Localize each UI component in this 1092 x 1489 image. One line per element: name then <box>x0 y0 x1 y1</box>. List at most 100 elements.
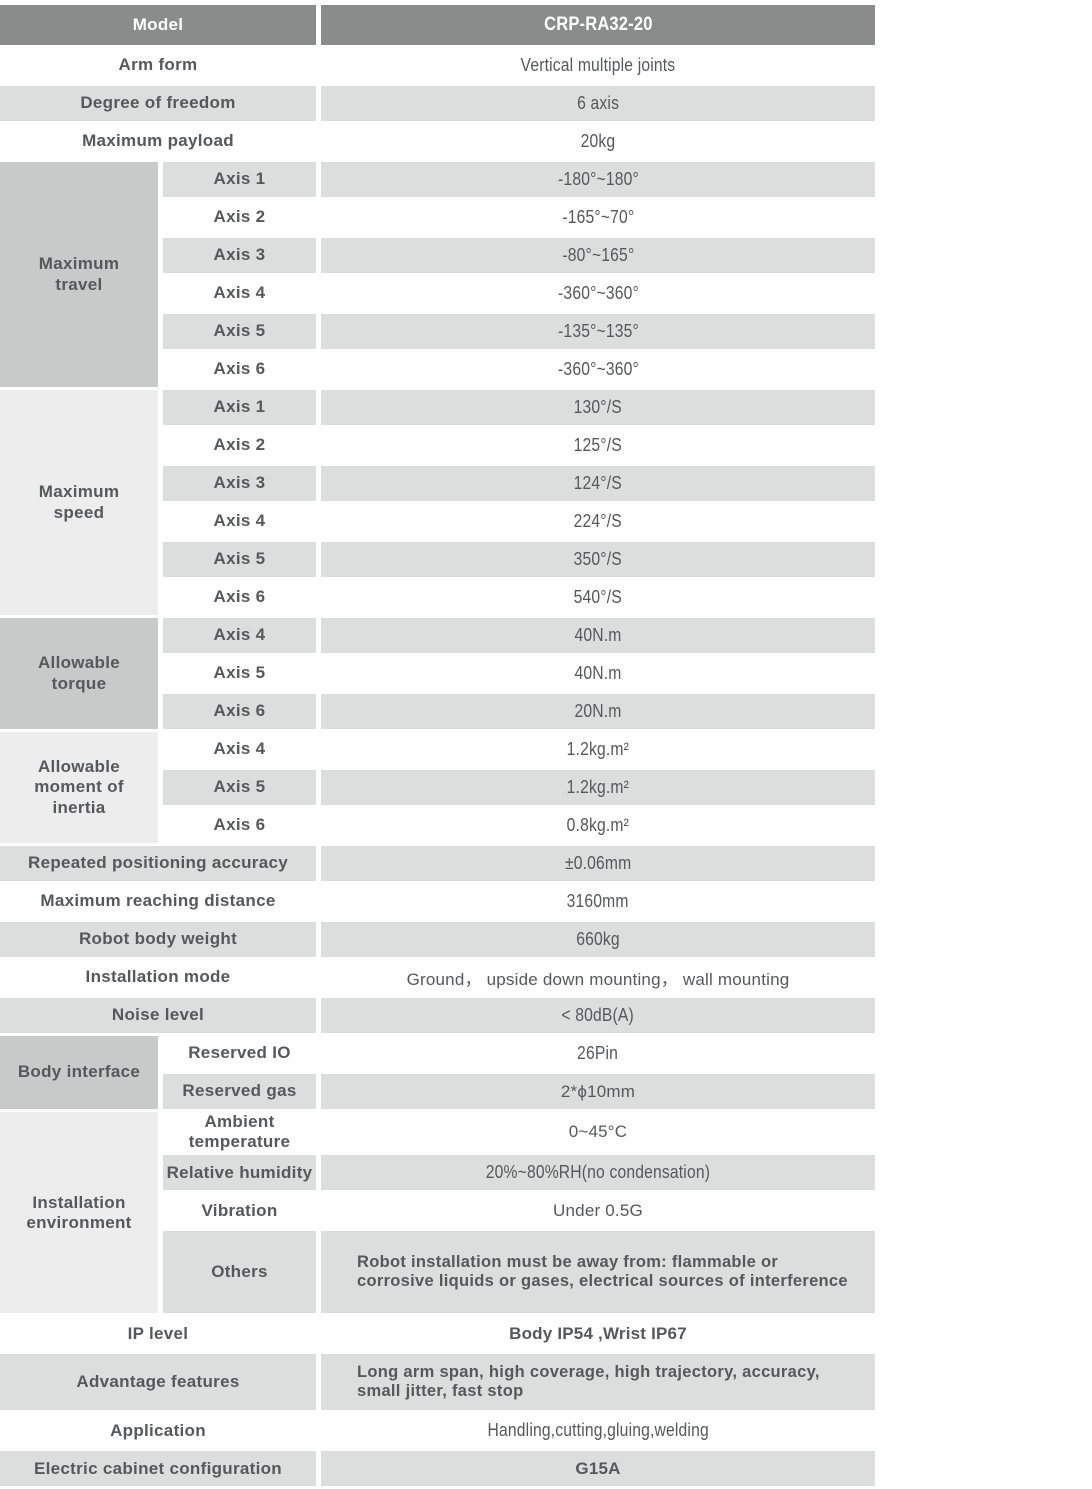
travel-axis-6-label: Axis 6 <box>163 352 316 387</box>
inertia-axis-4-label: Axis 4 <box>163 732 316 767</box>
speed-axis-3-label: Axis 3 <box>163 466 316 501</box>
vibration-label: Vibration <box>163 1193 316 1229</box>
ip-level-value: Body IP54 ,Wrist IP67 <box>321 1316 875 1352</box>
maximum-payload-value: 20kg <box>321 124 875 159</box>
speed-axis-2-value: 125°/S <box>321 428 875 463</box>
row-advantage-features: Advantage features Long arm span, high c… <box>0 1354 875 1411</box>
inertia-axis-6-value: 0.8kg.m² <box>321 808 875 843</box>
reserved-io-label-text: Reserved IO <box>188 1043 291 1063</box>
row-travel-axis-6: Axis 6 -360°~360° <box>0 352 875 387</box>
inertia-axis-4-value-text: 1.2kg.m² <box>566 739 630 759</box>
row-robot-body-weight: Robot body weight 660kg <box>0 922 875 957</box>
model-header-cell: Model <box>0 5 316 45</box>
travel-axis-6-label-text: Axis 6 <box>213 359 266 379</box>
noise-level-value-text: < 80dB(A) <box>561 1005 635 1025</box>
speed-axis-4-label-text: Axis 4 <box>213 511 266 531</box>
arm-form-label: Arm form <box>0 48 316 83</box>
torque-axis-5-value: 40N.m <box>321 656 875 691</box>
arm-form-value-text: Vertical multiple joints <box>520 55 676 75</box>
row-torque-axis-5: Axis 5 40N.m <box>0 656 875 691</box>
reserved-gas-label: Reserved gas <box>163 1074 316 1109</box>
electric-cabinet-configuration-label-text: Electric cabinet configuration <box>34 1458 282 1478</box>
travel-axis-1-value: -180°~180° <box>321 162 875 197</box>
application-value: Handling,cutting,gluing,welding <box>321 1413 875 1449</box>
robot-body-weight-value-text: 660kg <box>576 929 620 949</box>
torque-axis-5-label-text: Axis 5 <box>213 663 266 683</box>
model-value-text: CRP-RA32-20 <box>543 14 653 35</box>
ip-level-label-text: IP level <box>127 1323 189 1343</box>
row-inertia-axis-6: Axis 6 0.8kg.m² <box>0 808 875 843</box>
installation-mode-label-text: Installation mode <box>85 967 231 987</box>
travel-axis-4-label-text: Axis 4 <box>213 283 266 303</box>
installation-mode-value-text: Ground， upside down mounting， wall mount… <box>406 970 790 989</box>
ambient-temperature-value-text: 0~45°C <box>568 1122 628 1142</box>
travel-axis-5-label: Axis 5 <box>163 314 316 349</box>
travel-axis-5-label-text: Axis 5 <box>213 321 266 341</box>
travel-axis-4-label: Axis 4 <box>163 276 316 311</box>
robot-body-weight-label-text: Robot body weight <box>78 929 238 949</box>
application-label: Application <box>0 1413 316 1449</box>
maximum-reaching-distance-label: Maximum reaching distance <box>0 884 316 919</box>
row-torque-axis-4: Allowable torque Axis 4 40N.m <box>0 618 875 729</box>
robot-body-weight-value: 660kg <box>321 922 875 957</box>
speed-axis-5-value-text: 350°/S <box>573 549 623 569</box>
row-vibration: Vibration Under 0.5G <box>0 1193 875 1229</box>
row-speed-axis-4: Axis 4 224°/S <box>0 504 875 539</box>
travel-axis-3-value-text: -80°~165° <box>561 245 634 265</box>
advantage-features-value-text: Long arm span, high coverage, high traje… <box>357 1362 820 1401</box>
noise-level-value: < 80dB(A) <box>321 998 875 1033</box>
row-arm-form: Arm form Vertical multiple joints <box>0 48 875 83</box>
speed-axis-3-label-text: Axis 3 <box>213 473 266 493</box>
row-degree-of-freedom: Degree of freedom 6 axis <box>0 86 875 121</box>
travel-axis-1-value-text: -180°~180° <box>557 169 639 189</box>
inertia-axis-5-value: 1.2kg.m² <box>321 770 875 805</box>
maximum-payload-label-text: Maximum payload <box>82 131 234 151</box>
installation-environment-group-cell: Installation environment <box>0 1112 158 1314</box>
speed-axis-4-label: Axis 4 <box>163 504 316 539</box>
allowable-torque-group-text: Allowable torque <box>37 653 121 693</box>
vibration-label-text: Vibration <box>201 1200 278 1220</box>
row-inertia-axis-5: Axis 5 1.2kg.m² <box>0 770 875 805</box>
row-repeated-positioning-accuracy: Repeated positioning accuracy ±0.06mm <box>0 846 875 881</box>
inertia-axis-5-label-text: Axis 5 <box>213 777 266 797</box>
row-speed-axis-3: Axis 3 124°/S <box>0 466 875 501</box>
degree-of-freedom-label: Degree of freedom <box>0 86 316 121</box>
travel-axis-2-value-text: -165°~70° <box>561 207 634 227</box>
others-value: Robot installation must be away from: fl… <box>321 1231 875 1314</box>
travel-axis-5-value-text: -135°~135° <box>557 321 639 341</box>
arm-form-value: Vertical multiple joints <box>321 48 875 83</box>
inertia-axis-4-value: 1.2kg.m² <box>321 732 875 767</box>
speed-axis-2-label-text: Axis 2 <box>213 435 266 455</box>
allowable-moment-of-inertia-group-text: Allowable moment of inertia <box>34 757 124 817</box>
inertia-axis-6-value-text: 0.8kg.m² <box>566 815 630 835</box>
torque-axis-6-value: 20N.m <box>321 694 875 729</box>
row-maximum-reaching-distance: Maximum reaching distance 3160mm <box>0 884 875 919</box>
torque-axis-6-label-text: Axis 6 <box>213 701 266 721</box>
ambient-temperature-value: 0~45°C <box>321 1112 875 1153</box>
advantage-features-label: Advantage features <box>0 1354 316 1411</box>
maximum-speed-group-cell: Maximum speed <box>0 390 158 615</box>
relative-humidity-value-text: 20%~80%RH(no condensation) <box>485 1162 711 1183</box>
travel-axis-1-label-text: Axis 1 <box>213 169 266 189</box>
torque-axis-6-label: Axis 6 <box>163 694 316 729</box>
reserved-io-value: 26Pin <box>321 1036 875 1071</box>
reserved-gas-value: 2*ϕ10mm <box>321 1074 875 1109</box>
row-travel-axis-4: Axis 4 -360°~360° <box>0 276 875 311</box>
travel-axis-2-label: Axis 2 <box>163 200 316 235</box>
reserved-io-label: Reserved IO <box>163 1036 316 1071</box>
speed-axis-5-label-text: Axis 5 <box>213 549 266 569</box>
repeated-positioning-accuracy-label: Repeated positioning accuracy <box>0 846 316 881</box>
reserved-io-value-text: 26Pin <box>577 1043 619 1063</box>
row-installation-mode: Installation mode Ground， upside down mo… <box>0 960 875 995</box>
degree-of-freedom-value: 6 axis <box>321 86 875 121</box>
row-travel-axis-3: Axis 3 -80°~165° <box>0 238 875 273</box>
inertia-axis-5-value-text: 1.2kg.m² <box>566 777 630 797</box>
body-interface-group-cell: Body interface <box>0 1036 158 1109</box>
speed-axis-4-value-text: 224°/S <box>573 511 623 531</box>
row-speed-axis-6: Axis 6 540°/S <box>0 580 875 615</box>
maximum-reaching-distance-label-text: Maximum reaching distance <box>40 891 276 911</box>
row-application: Application Handling,cutting,gluing,weld… <box>0 1413 875 1449</box>
ip-level-label: IP level <box>0 1316 316 1352</box>
row-maximum-payload: Maximum payload 20kg <box>0 124 875 159</box>
model-value-cell: CRP-RA32-20 <box>321 5 875 45</box>
